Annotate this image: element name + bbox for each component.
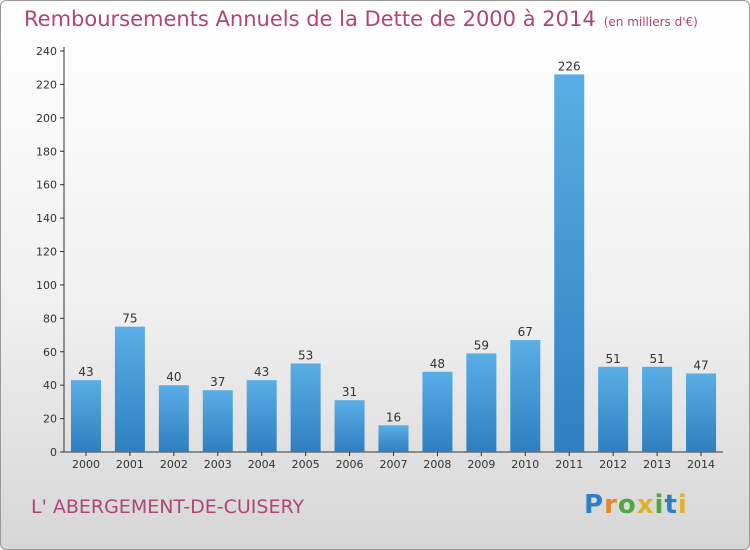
y-tick-label: 140: [36, 212, 57, 225]
bar-2011: [554, 74, 585, 453]
data-label-2004: 43: [254, 365, 269, 379]
x-tick-label-2007: 2007: [380, 458, 408, 471]
data-label-2009: 59: [474, 338, 489, 352]
data-label-2014: 47: [693, 358, 708, 372]
bar-2009: [466, 353, 497, 452]
data-label-2003: 37: [210, 375, 225, 389]
y-tick-label: 40: [43, 379, 57, 392]
logo-letter: t: [664, 490, 678, 520]
bar-2007: [378, 425, 409, 452]
x-tick-label-2005: 2005: [292, 458, 320, 471]
data-label-2000: 43: [78, 365, 93, 379]
data-label-2001: 75: [122, 312, 137, 326]
x-tick-label-2000: 2000: [72, 458, 100, 471]
bar-2002: [158, 385, 189, 452]
x-tick-label-2001: 2001: [116, 458, 144, 471]
chart-bars: [70, 74, 717, 453]
y-tick-label: 60: [43, 346, 57, 359]
bar-2000: [70, 380, 101, 452]
data-label-2010: 67: [518, 325, 533, 339]
logo-letter: i: [654, 490, 665, 520]
bar-2004: [246, 380, 277, 452]
x-tick-label-2006: 2006: [336, 458, 364, 471]
y-tick-label: 180: [36, 145, 57, 158]
logo-letter: i: [677, 490, 688, 520]
logo-letter: x: [636, 490, 655, 520]
logo-letter: r: [604, 490, 618, 520]
data-label-2011: 226: [558, 59, 581, 73]
proxiti-logo: Proxiti: [584, 490, 688, 520]
commune-name: L' ABERGEMENT-DE-CUISERY: [31, 496, 305, 518]
data-label-2008: 48: [430, 357, 445, 371]
y-tick-label: 100: [36, 279, 57, 292]
logo-letter: o: [617, 490, 637, 520]
chart-title: Remboursements Annuels de la Dette de 20…: [24, 7, 698, 31]
x-tick-label-2014: 2014: [687, 458, 715, 471]
bar-2014: [686, 373, 717, 452]
data-label-2012: 51: [606, 352, 621, 366]
y-tick-label: 80: [43, 312, 57, 325]
y-tick-label: 160: [36, 179, 57, 192]
x-tick-label-2002: 2002: [160, 458, 188, 471]
data-label-2005: 53: [298, 348, 313, 362]
bar-2008: [422, 371, 453, 452]
bar-2010: [510, 340, 541, 452]
x-tick-label-2011: 2011: [555, 458, 583, 471]
y-tick-label: 120: [36, 246, 57, 259]
bar-2012: [598, 366, 629, 452]
x-tick-label-2003: 2003: [204, 458, 232, 471]
y-tick-label: 200: [36, 112, 57, 125]
chart-subtitle: (en milliers d'€): [603, 15, 698, 29]
data-label-2002: 40: [166, 370, 181, 384]
y-tick-label: 0: [50, 446, 57, 459]
bar-2005: [290, 363, 321, 452]
data-label-2013: 51: [649, 352, 664, 366]
x-tick-label-2009: 2009: [467, 458, 495, 471]
x-tick-label-2012: 2012: [599, 458, 627, 471]
chart-title-text: Remboursements Annuels de la Dette de 20…: [24, 7, 596, 31]
bar-2006: [334, 400, 365, 452]
y-tick-label: 220: [36, 78, 57, 91]
bar-2001: [114, 326, 145, 452]
bar-2003: [202, 390, 233, 452]
y-tick-label: 240: [36, 45, 57, 58]
logo-letter: P: [584, 490, 605, 520]
x-tick-label-2010: 2010: [511, 458, 539, 471]
data-label-2007: 16: [386, 410, 401, 424]
chart-labels: 43 2000 75 2001 40 2002 37 2003 43 2004 53 2005 31 20…: [72, 59, 715, 471]
x-tick-label-2004: 2004: [248, 458, 276, 471]
y-tick-label: 20: [43, 413, 57, 426]
bar-2013: [642, 366, 673, 452]
data-label-2006: 31: [342, 385, 357, 399]
x-tick-label-2008: 2008: [423, 458, 451, 471]
x-tick-label-2013: 2013: [643, 458, 671, 471]
